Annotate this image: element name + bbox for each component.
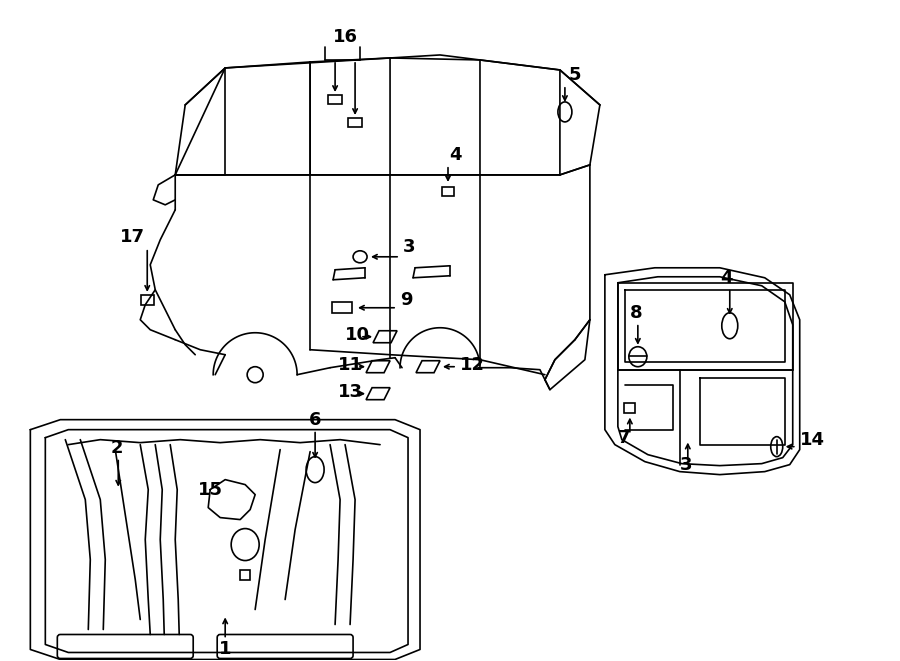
Text: 3: 3 bbox=[403, 238, 416, 256]
Text: 2: 2 bbox=[111, 439, 122, 457]
Bar bbox=[332, 302, 352, 313]
Bar bbox=[442, 187, 454, 196]
Text: 8: 8 bbox=[630, 304, 643, 322]
Text: 16: 16 bbox=[333, 28, 357, 46]
Text: 3: 3 bbox=[680, 455, 692, 474]
Text: 10: 10 bbox=[345, 326, 370, 344]
Bar bbox=[140, 295, 154, 305]
Text: 15: 15 bbox=[198, 481, 222, 498]
Text: 12: 12 bbox=[460, 356, 485, 373]
Bar bbox=[240, 570, 250, 580]
Bar bbox=[328, 95, 342, 104]
Bar bbox=[348, 118, 362, 128]
Text: 6: 6 bbox=[309, 410, 321, 429]
Text: 11: 11 bbox=[338, 356, 363, 373]
Text: 4: 4 bbox=[449, 146, 461, 164]
Text: 1: 1 bbox=[219, 641, 231, 658]
Text: 7: 7 bbox=[618, 428, 630, 447]
Text: 17: 17 bbox=[120, 228, 145, 246]
Text: 14: 14 bbox=[800, 431, 824, 449]
Bar bbox=[625, 403, 635, 412]
Text: 9: 9 bbox=[400, 291, 412, 309]
Text: 5: 5 bbox=[569, 66, 581, 84]
Text: 4: 4 bbox=[720, 269, 733, 287]
Text: 13: 13 bbox=[338, 383, 363, 401]
